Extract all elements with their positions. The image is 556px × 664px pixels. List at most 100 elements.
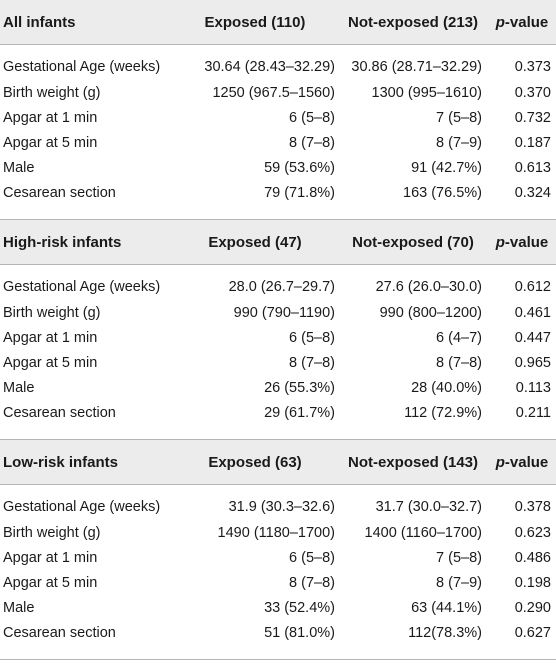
row-label: Birth weight (g) <box>3 525 101 541</box>
p-value: 0.965 <box>514 355 551 371</box>
table-row: Birth weight (g) 990 (790–1190) 990 (800… <box>0 300 556 326</box>
section-header-high-risk-infants: High-risk infants Exposed (47) Not-expos… <box>0 220 556 264</box>
not-exposed-value: 7 (5–8) <box>436 110 482 126</box>
p-value: 0.486 <box>514 550 551 566</box>
divider <box>0 484 556 485</box>
table-row: Birth weight (g) 1250 (967.5–1560) 1300 … <box>0 80 556 106</box>
exposed-value: 6 (5–8) <box>289 550 335 566</box>
table-row: Gestational Age (weeks) 30.64 (28.43–32.… <box>0 54 556 80</box>
table-row: Male 26 (55.3%) 28 (40.0%) 0.113 <box>0 375 556 401</box>
p-value: 0.211 <box>515 405 551 421</box>
table-row: Apgar at 1 min 6 (5–8) 7 (5–8) 0.732 <box>0 105 556 131</box>
not-exposed-value: 8 (7–9) <box>436 575 482 591</box>
p-value: 0.627 <box>514 625 551 641</box>
row-label: Gestational Age (weeks) <box>3 59 161 75</box>
section-header-all-infants: All infants Exposed (110) Not-exposed (2… <box>0 0 556 44</box>
section-title: All infants <box>3 13 76 31</box>
row-label: Cesarean section <box>3 185 116 201</box>
exposed-header: Exposed (110) <box>204 13 306 31</box>
not-exposed-header: Not-exposed (213) <box>347 13 479 31</box>
section-title: High-risk infants <box>3 233 122 251</box>
p-value-header-suffix: -value <box>504 453 549 471</box>
exposed-value: 29 (61.7%) <box>264 405 335 421</box>
table-row: Cesarean section 79 (71.8%) 163 (76.5%) … <box>0 180 556 206</box>
exposed-value: 26 (55.3%) <box>264 380 335 396</box>
p-value-header: p -value <box>490 449 554 475</box>
divider <box>0 659 556 660</box>
row-label: Cesarean section <box>3 625 116 641</box>
row-label: Male <box>3 600 35 616</box>
divider <box>0 439 556 440</box>
table-row: Apgar at 5 min 8 (7–8) 8 (7–9) 0.198 <box>0 570 556 596</box>
p-value: 0.461 <box>514 305 551 321</box>
not-exposed-value: 112 (72.9%) <box>404 405 482 421</box>
p-value: 0.373 <box>514 59 551 75</box>
row-label: Cesarean section <box>3 405 116 421</box>
table-row: Male 33 (52.4%) 63 (44.1%) 0.290 <box>0 595 556 621</box>
p-value-header-p: p <box>495 233 505 251</box>
row-label: Apgar at 1 min <box>3 330 98 346</box>
p-value: 0.613 <box>514 160 551 176</box>
header-row: Low-risk infants Exposed (63) Not-expose… <box>0 449 556 475</box>
p-value-header: p -value <box>490 9 554 35</box>
exposed-value: 990 (790–1190) <box>233 305 335 321</box>
table-row: Apgar at 5 min 8 (7–8) 8 (7–8) 0.965 <box>0 350 556 376</box>
row-label: Apgar at 1 min <box>3 110 98 126</box>
table-row: Birth weight (g) 1490 (1180–1700) 1400 (… <box>0 520 556 546</box>
exposed-header: Exposed (63) <box>208 453 302 471</box>
p-value-header-p: p <box>495 453 505 471</box>
exposed-value: 31.9 (30.3–32.6) <box>228 499 335 515</box>
not-exposed-header: Not-exposed (143) <box>347 453 479 471</box>
p-value: 0.447 <box>514 330 551 346</box>
not-exposed-value: 30.86 (28.71–32.29) <box>351 59 482 75</box>
row-label: Gestational Age (weeks) <box>3 279 161 295</box>
table-row: Cesarean section 29 (61.7%) 112 (72.9%) … <box>0 400 556 426</box>
header-row: High-risk infants Exposed (47) Not-expos… <box>0 229 556 255</box>
exposed-value: 33 (52.4%) <box>264 600 335 616</box>
row-label: Apgar at 5 min <box>3 355 98 371</box>
not-exposed-value: 31.7 (30.0–32.7) <box>375 499 482 515</box>
not-exposed-value: 27.6 (26.0–30.0) <box>375 279 482 295</box>
exposed-value: 6 (5–8) <box>289 330 335 346</box>
divider <box>0 44 556 45</box>
exposed-value: 1490 (1180–1700) <box>217 525 335 541</box>
not-exposed-value: 7 (5–8) <box>436 550 482 566</box>
exposed-value: 8 (7–8) <box>289 355 335 371</box>
p-value: 0.370 <box>514 85 551 101</box>
exposed-value: 8 (7–8) <box>289 575 335 591</box>
p-value-header-suffix: -value <box>504 13 549 31</box>
row-label: Birth weight (g) <box>3 305 101 321</box>
p-value: 0.324 <box>514 185 551 201</box>
not-exposed-value: 6 (4–7) <box>436 330 482 346</box>
row-label: Male <box>3 380 35 396</box>
divider <box>0 264 556 265</box>
exposed-value: 79 (71.8%) <box>264 185 335 201</box>
row-label: Gestational Age (weeks) <box>3 499 161 515</box>
p-value-header-suffix: -value <box>504 233 549 251</box>
p-value: 0.198 <box>514 575 551 591</box>
not-exposed-value: 1400 (1160–1700) <box>364 525 482 541</box>
not-exposed-value: 91 (42.7%) <box>411 160 482 176</box>
p-value: 0.623 <box>514 525 551 541</box>
not-exposed-value: 163 (76.5%) <box>403 185 482 201</box>
exposed-value: 28.0 (26.7–29.7) <box>228 279 335 295</box>
header-row: All infants Exposed (110) Not-exposed (2… <box>0 9 556 35</box>
not-exposed-value: 28 (40.0%) <box>411 380 482 396</box>
exposed-value: 51 (81.0%) <box>264 625 335 641</box>
not-exposed-header: Not-exposed (70) <box>352 233 474 251</box>
p-value: 0.732 <box>514 110 551 126</box>
section-header-low-risk-infants: Low-risk infants Exposed (63) Not-expose… <box>0 440 556 484</box>
exposed-value: 30.64 (28.43–32.29) <box>204 59 335 75</box>
row-label: Apgar at 5 min <box>3 575 98 591</box>
table-row: Cesarean section 51 (81.0%) 112(78.3%) 0… <box>0 620 556 646</box>
not-exposed-value: 63 (44.1%) <box>411 600 482 616</box>
table-row: Apgar at 5 min 8 (7–8) 8 (7–9) 0.187 <box>0 130 556 156</box>
table-row: Male 59 (53.6%) 91 (42.7%) 0.613 <box>0 155 556 181</box>
p-value: 0.290 <box>514 600 551 616</box>
row-label: Apgar at 1 min <box>3 550 98 566</box>
row-label: Male <box>3 160 35 176</box>
p-value: 0.378 <box>514 499 551 515</box>
p-value-header-p: p <box>495 13 505 31</box>
p-value-header: p -value <box>490 229 554 255</box>
